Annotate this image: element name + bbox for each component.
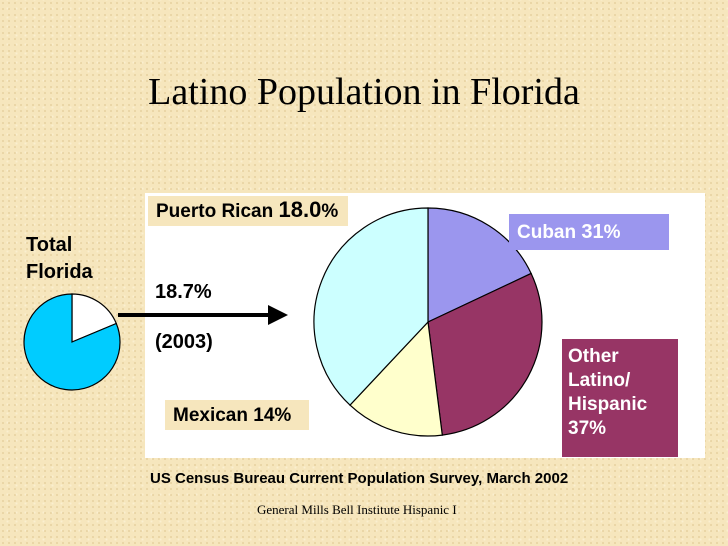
source-note: US Census Bureau Current Population Surv… — [150, 470, 569, 487]
arrow — [118, 305, 288, 325]
total-florida-pie — [23, 293, 121, 391]
page-title: Latino Population in Florida — [148, 71, 580, 113]
pie-slice-puerto-rican — [313, 207, 429, 406]
pie-slice-latino — [71, 293, 118, 343]
cuban-label: Cuban 31% — [509, 214, 669, 250]
puerto-rican-label: Puerto Rican 18.0% — [148, 196, 349, 226]
pie-slice-other-latino — [427, 272, 543, 436]
latino-share-year: (2003) — [155, 331, 213, 353]
latino-share-value: 18.7% — [155, 281, 212, 303]
main-pie — [313, 207, 543, 437]
pie-slice-mexican — [349, 320, 443, 437]
footer-text: General Mills Bell Institute Hispanic I — [257, 502, 457, 517]
pie-slice-cuban — [427, 207, 532, 323]
mexican-label: Mexican 14% — [165, 400, 310, 430]
pie-slice-non-latino — [23, 293, 121, 391]
other-latino-label: Other Latino/ Hispanic 37% — [562, 339, 678, 457]
total-florida-label: Total Florida — [26, 234, 93, 283]
